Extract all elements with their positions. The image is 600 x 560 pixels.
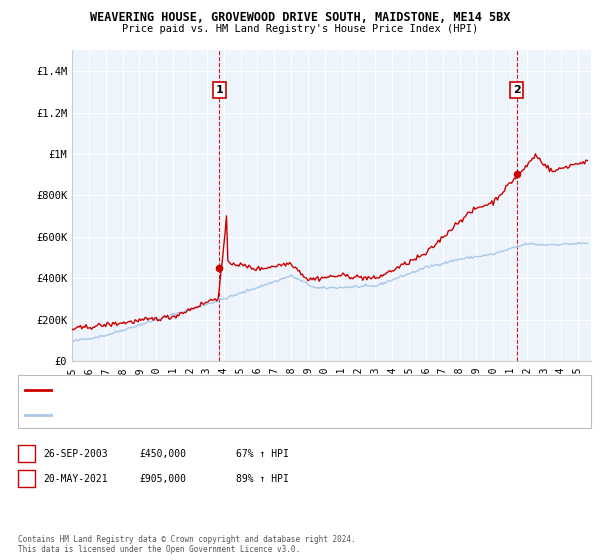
Text: HPI: Average price, detached house, Maidstone: HPI: Average price, detached house, Maid… [56,410,281,419]
Text: £450,000: £450,000 [140,449,187,459]
Point [512,169,521,178]
Text: 2: 2 [512,85,520,95]
Text: £905,000: £905,000 [140,474,187,484]
Text: 20-MAY-2021: 20-MAY-2021 [44,474,109,484]
Text: 89% ↑ HPI: 89% ↑ HPI [236,474,289,484]
Text: Contains HM Land Registry data © Crown copyright and database right 2024.
This d: Contains HM Land Registry data © Crown c… [18,535,356,554]
Text: 26-SEP-2003: 26-SEP-2003 [44,449,109,459]
Point [214,263,224,272]
Text: WEAVERING HOUSE, GROVEWOOD DRIVE SOUTH, MAIDSTONE, ME14 5BX (detached hou: WEAVERING HOUSE, GROVEWOOD DRIVE SOUTH, … [56,386,421,395]
Text: 1: 1 [23,449,29,459]
Text: WEAVERING HOUSE, GROVEWOOD DRIVE SOUTH, MAIDSTONE, ME14 5BX: WEAVERING HOUSE, GROVEWOOD DRIVE SOUTH, … [90,11,510,24]
Text: 67% ↑ HPI: 67% ↑ HPI [236,449,289,459]
Text: 1: 1 [215,85,223,95]
Text: Price paid vs. HM Land Registry's House Price Index (HPI): Price paid vs. HM Land Registry's House … [122,24,478,34]
Text: 2: 2 [23,474,29,484]
